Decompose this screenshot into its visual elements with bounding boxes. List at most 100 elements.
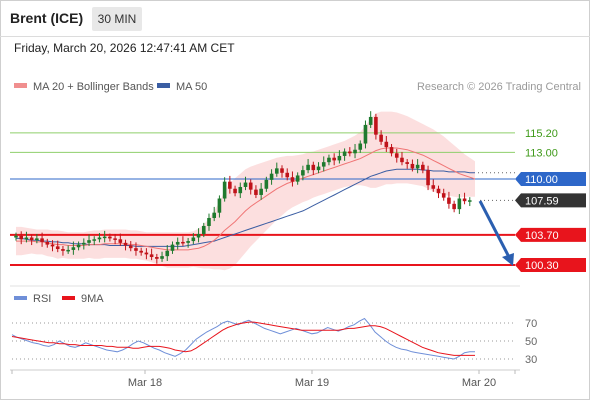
candle-body [379, 134, 383, 142]
candle-body [447, 197, 451, 204]
candle-body [410, 163, 415, 169]
ma20-line [16, 147, 476, 251]
rsi-9ma-line [11, 321, 475, 356]
candle-body [87, 240, 91, 243]
support-1-label-box [515, 227, 586, 242]
candle-body [97, 237, 102, 240]
candle-body [55, 246, 60, 250]
candle-body [389, 147, 394, 154]
candle-body [92, 239, 97, 241]
9ma-legend-label: 9MA [81, 293, 104, 305]
ma50-legend-label: MA 50 [176, 81, 207, 93]
rsi-legend-label: RSI [33, 293, 51, 305]
candle-body [436, 188, 441, 194]
ma50-legend-swatch [157, 83, 170, 88]
rsi-level-label: 30 [525, 354, 537, 366]
candle-body [123, 242, 128, 246]
candle-body [118, 239, 123, 243]
header-divider [0, 36, 590, 37]
ma20-legend-swatch [14, 83, 27, 88]
rsi-line [11, 317, 475, 360]
candle-body [76, 244, 81, 248]
candle-body [353, 149, 357, 154]
candle-body [452, 203, 456, 210]
candle-body [374, 116, 378, 135]
candle-body [311, 164, 316, 171]
candle-body [441, 193, 446, 198]
candle-body [128, 245, 133, 249]
candle-body [431, 185, 436, 189]
candle-body [19, 235, 24, 240]
candle-body [40, 238, 44, 242]
candle-body [415, 164, 420, 169]
candle-body [175, 241, 180, 245]
candle-body [274, 168, 279, 174]
candle-body [165, 250, 170, 257]
candle-body [149, 254, 154, 258]
candle-body [348, 151, 352, 154]
candle-body [248, 182, 253, 190]
candle-body [337, 155, 342, 161]
candle-body [321, 162, 326, 167]
candle-body [426, 170, 430, 186]
bollinger-bands [16, 111, 475, 271]
candle-body [66, 249, 70, 252]
x-tick-label: Mar 18 [128, 377, 162, 389]
candle-body [342, 151, 347, 156]
candle-body [269, 173, 274, 180]
candle-body [61, 249, 65, 251]
interval-button[interactable]: 30 MIN [92, 7, 142, 31]
resistance-1-label: 115.20 [525, 128, 558, 140]
candle-body [222, 181, 227, 199]
support-1-label: 103.70 [525, 230, 559, 242]
candle-body [280, 168, 284, 173]
candle-body [82, 242, 86, 245]
candle-body [144, 252, 149, 255]
candle-body [264, 179, 269, 189]
legend: MA 20 + Bollinger Bands MA 50 Research ©… [14, 81, 581, 93]
candle-body [316, 166, 321, 171]
candle-body [295, 175, 300, 182]
candle-body [394, 153, 399, 158]
bollinger-band-fill [16, 111, 475, 271]
candle-body [186, 241, 190, 243]
candle-body [134, 248, 138, 251]
candle-body [421, 164, 425, 171]
instrument-title: Brent (ICE) [10, 10, 84, 26]
resistance-2-label: 113.00 [525, 147, 558, 159]
candle-body [467, 200, 472, 202]
candle-body [358, 143, 363, 150]
moving-averages [16, 147, 476, 251]
candle-body [238, 186, 243, 194]
candle-body [462, 198, 467, 202]
timestamp: Friday, March 20, 2026 12:47:41 AM CET [14, 41, 235, 55]
arrow-head [502, 253, 514, 266]
candle-body [285, 172, 290, 178]
rsi-legend-swatch [14, 296, 27, 300]
candle-body [254, 189, 258, 195]
candle-body [259, 188, 263, 195]
key-levels [10, 132, 515, 266]
candle-body [217, 198, 222, 213]
price-level-labels: 115.20 113.00 110.00 107.59 103.70 100.30 [515, 128, 586, 272]
candle-body [243, 182, 248, 187]
support-2-label: 100.30 [525, 260, 559, 272]
candle-body [363, 124, 368, 144]
candle-body [155, 257, 159, 259]
arrow-shaft [478, 200, 512, 260]
candle-body [14, 235, 18, 238]
rsi-panel: 70 50 30 [11, 317, 537, 366]
candle-body [170, 244, 175, 251]
candle-body [327, 157, 331, 163]
rsi-level-label: 70 [525, 318, 537, 330]
candle-body [207, 218, 211, 226]
candle-body [108, 236, 112, 239]
candle-body [332, 157, 336, 161]
ma20-legend-label: MA 20 + Bollinger Bands [33, 81, 154, 93]
candle-body [306, 164, 310, 171]
candle-body [384, 141, 389, 148]
candlesticks [14, 111, 472, 264]
candle-body [45, 241, 50, 245]
candle-body [191, 237, 196, 242]
